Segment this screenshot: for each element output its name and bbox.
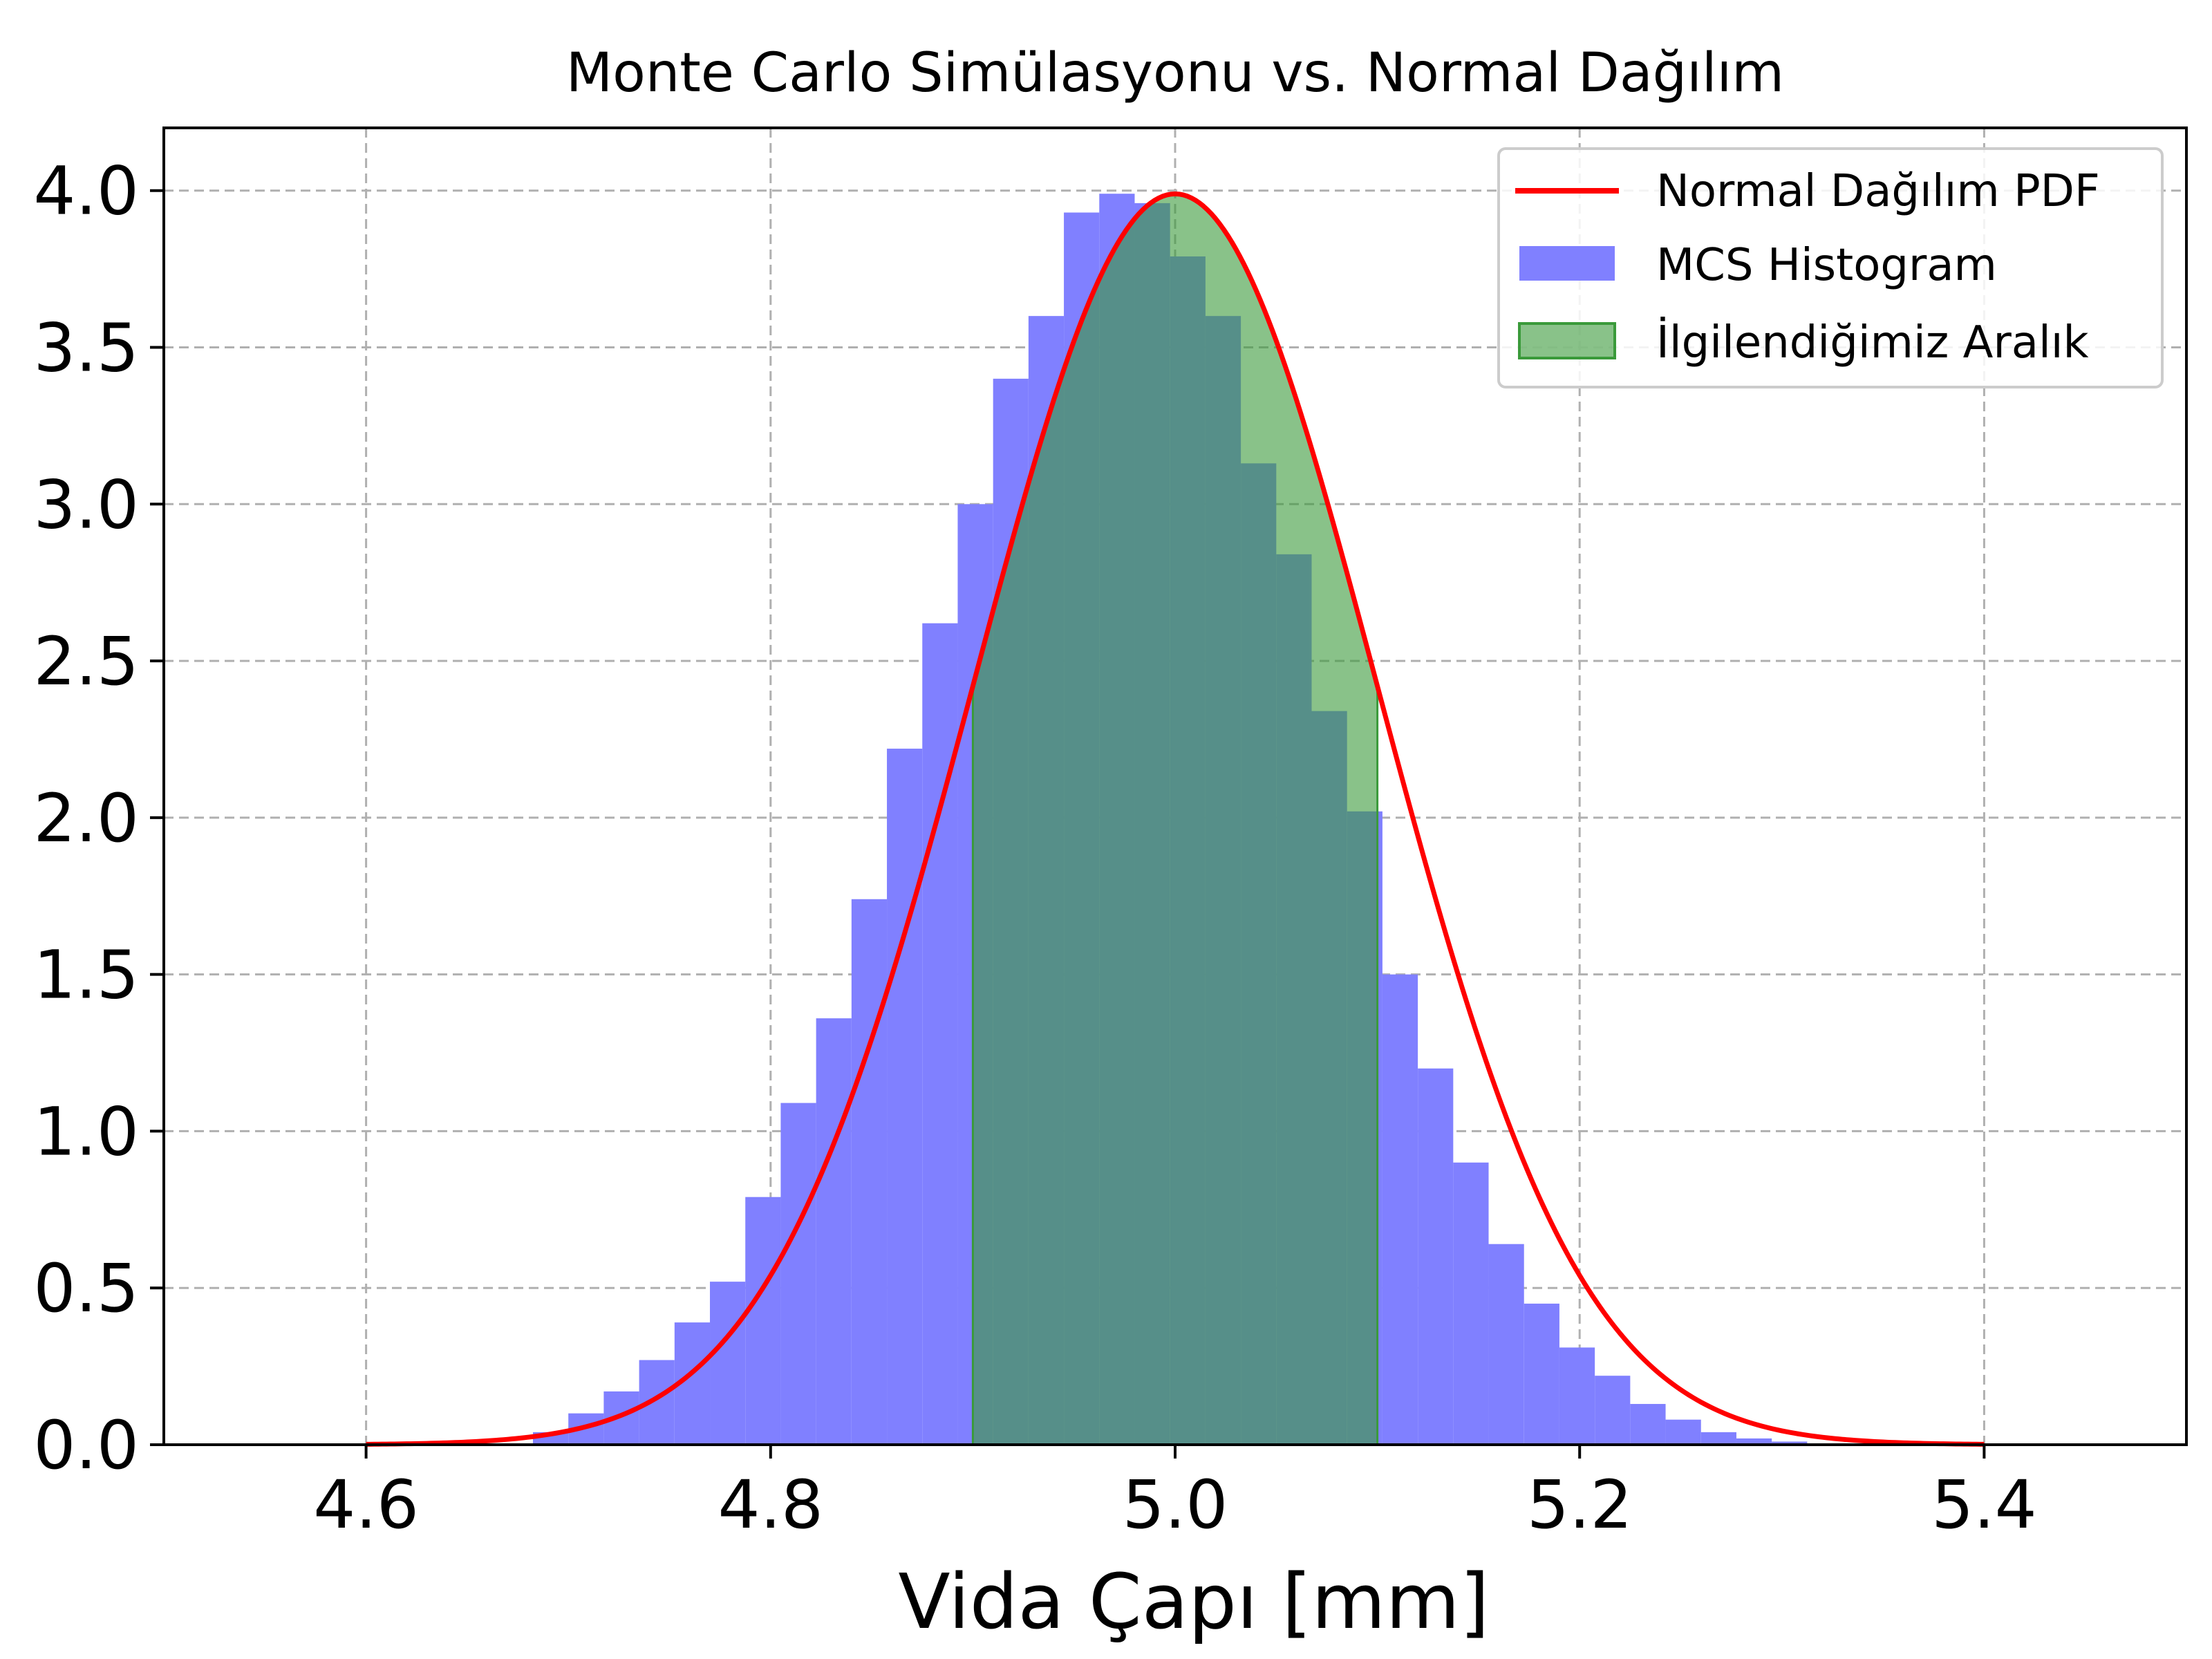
x-tick-label: 5.0 <box>1123 1466 1228 1544</box>
histogram-bar <box>710 1282 746 1445</box>
histogram-bar <box>745 1197 781 1445</box>
histogram-bar <box>1772 1441 1808 1445</box>
y-tick-label: 1.0 <box>33 1093 139 1170</box>
x-axis-label: Vida Çapı [mm] <box>898 1557 1489 1646</box>
histogram-bar <box>1736 1438 1772 1445</box>
legend-swatch-region <box>1518 322 1616 359</box>
histogram-bar <box>851 899 888 1445</box>
y-tick-label: 4.0 <box>33 153 139 230</box>
legend-label-region: İlgilendiğimiz Aralık <box>1656 317 2089 368</box>
histogram-bar <box>1382 974 1418 1445</box>
histogram-bar <box>816 1018 852 1445</box>
x-axis: 4.6 4.8 5.0 5.2 5.4 <box>313 1445 2037 1544</box>
y-tick-label: 0.0 <box>33 1407 139 1484</box>
y-tick-label: 1.5 <box>33 937 139 1014</box>
y-axis: 0.0 0.5 1.0 1.5 2.0 2.5 3.0 3.5 4.0 <box>33 153 164 1484</box>
histogram-bar <box>887 749 923 1445</box>
histogram-bar <box>780 1103 816 1445</box>
histogram-bar <box>1418 1068 1454 1445</box>
legend-label-pdf: Normal Dağılım PDF <box>1656 166 2100 217</box>
x-tick-label: 4.6 <box>313 1466 419 1544</box>
pdf-curve-line <box>366 191 1985 1447</box>
pdf-curve <box>366 191 1985 1447</box>
histogram-bar <box>1559 1347 1595 1445</box>
histogram-bar <box>1630 1404 1666 1445</box>
legend-box <box>1497 147 2164 388</box>
histogram-bar <box>1453 1162 1489 1445</box>
histogram-bar <box>1488 1244 1524 1445</box>
histogram-bar <box>1665 1419 1701 1445</box>
legend: Normal Dağılım PDF MCS Histogram İlgilen… <box>1497 147 2164 388</box>
legend-swatch-histogram <box>1519 246 1615 281</box>
x-tick-label: 5.2 <box>1527 1466 1633 1544</box>
histogram-bar <box>922 623 958 1445</box>
y-tick-label: 2.0 <box>33 780 139 857</box>
chart-title: Monte Carlo Simülasyonu vs. Normal Dağıl… <box>566 42 1784 104</box>
histogram-bar <box>1700 1432 1736 1445</box>
y-tick-label: 0.5 <box>33 1250 139 1327</box>
histogram-bar <box>1595 1376 1631 1445</box>
x-tick-label: 4.8 <box>718 1466 823 1544</box>
y-tick-label: 2.5 <box>33 623 139 700</box>
y-tick-label: 3.5 <box>33 310 139 387</box>
legend-label-histogram: MCS Histogram <box>1656 240 1997 291</box>
y-tick-label: 3.0 <box>33 466 139 543</box>
histogram-bar <box>1524 1303 1559 1445</box>
x-tick-label: 5.4 <box>1931 1466 2037 1544</box>
